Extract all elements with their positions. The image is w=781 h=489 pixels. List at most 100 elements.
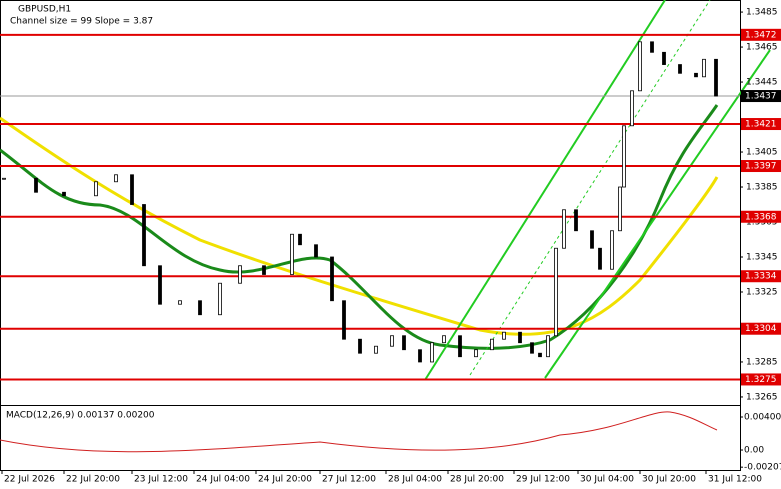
candle [298,233,302,246]
last-price-tag [741,90,781,103]
candle [2,177,6,180]
candle [490,338,494,351]
candle [430,342,434,363]
level-tag [741,322,781,335]
level-label: 1.3334 [745,272,777,282]
candle [314,244,318,258]
candle [218,282,222,316]
x-tick-label: 22 Jul 20:00 [66,475,120,485]
candle [142,204,146,267]
candle [114,174,118,183]
candle [238,265,242,284]
candle [94,181,98,197]
candle [374,345,378,354]
candle [442,335,446,344]
y-tick-label: 1.3485 [746,8,778,18]
candle [622,125,626,188]
channel-lower [424,0,666,381]
level-label: 1.3368 [745,212,777,222]
level-tag [741,28,781,41]
slow-ma [0,116,719,336]
candle [418,349,422,363]
x-tick-label: 24 Jul 04:00 [196,475,250,485]
last-price-label: 1.3437 [745,92,777,102]
candle [702,58,706,78]
candle [598,247,602,270]
channel-upper [544,49,771,379]
y-tick-label: 1.3405 [746,148,778,158]
y-tick-label: 1.3265 [746,392,778,402]
x-tick-label: 30 Jul 20:00 [642,475,696,485]
macd-label: MACD(12,26,9) 0.00137 0.00200 [6,411,155,421]
candle [610,230,614,270]
x-tick-label: 27 Jul 12:00 [322,475,376,485]
candle [554,247,558,337]
candle [178,300,182,305]
y-tick-label: 1.3385 [746,183,778,193]
candle [458,335,462,358]
candle [714,58,718,97]
candle [342,300,346,340]
level-label: 1.3421 [745,120,777,130]
candle [518,331,522,344]
candle [402,335,406,351]
macd-tick-label: 0.00 [744,446,764,456]
level-label: 1.3275 [745,375,777,385]
candle [538,352,542,358]
candle [630,90,634,127]
candle [198,300,202,316]
chart-title: GBPUSD,H1 [18,5,71,15]
indicators [0,0,771,453]
candle [590,230,594,249]
level-label: 1.3304 [745,324,777,334]
candle [502,331,506,340]
candle [358,338,362,354]
y-tick-label: 1.3465 [746,43,778,53]
level-tag [741,270,781,283]
channel-mid [469,0,711,376]
level-tag [741,373,781,386]
candle [662,51,666,65]
fast-ma [0,104,719,350]
candle [474,349,478,358]
candle [678,64,682,74]
candle [562,209,566,249]
candle [262,265,266,275]
x-tick-label: 24 Jul 20:00 [258,475,312,485]
y-tick-label: 1.3445 [746,78,778,88]
level-label: 1.3397 [745,162,777,172]
level-label: 1.3472 [745,30,777,40]
x-tick-label: 23 Jul 12:00 [134,475,188,485]
candle [330,256,334,302]
candle [638,41,642,92]
candle [618,186,622,232]
y-tick-label: 1.3325 [746,287,778,297]
candle [574,209,578,232]
x-tick-label: 30 Jul 04:00 [580,475,634,485]
level-tag [741,160,781,173]
candle [694,72,698,78]
y-tick-label: 1.3285 [746,357,778,367]
candle [130,174,134,205]
x-tick-label: 22 Jul 2026 [4,475,55,485]
y-tick-label: 1.3345 [746,252,778,262]
level-tag [741,210,781,223]
level-tag [741,118,781,131]
chart-subtitle: Channel size = 99 Slope = 3.87 [10,17,153,27]
plot-frame [0,0,741,471]
candle [62,191,66,197]
candle [650,41,654,53]
candle [546,335,550,358]
candle [390,335,394,347]
x-tick-label: 28 Jul 04:00 [388,475,442,485]
macd-signal [0,411,718,453]
candle [530,342,534,354]
x-tick-label: 29 Jul 12:00 [516,475,570,485]
candle [290,233,294,275]
x-tick-label: 31 Jul 12:00 [708,475,762,485]
candle [158,265,162,305]
candle [34,177,38,193]
macd-tick-label: -0.002077 [744,463,781,473]
